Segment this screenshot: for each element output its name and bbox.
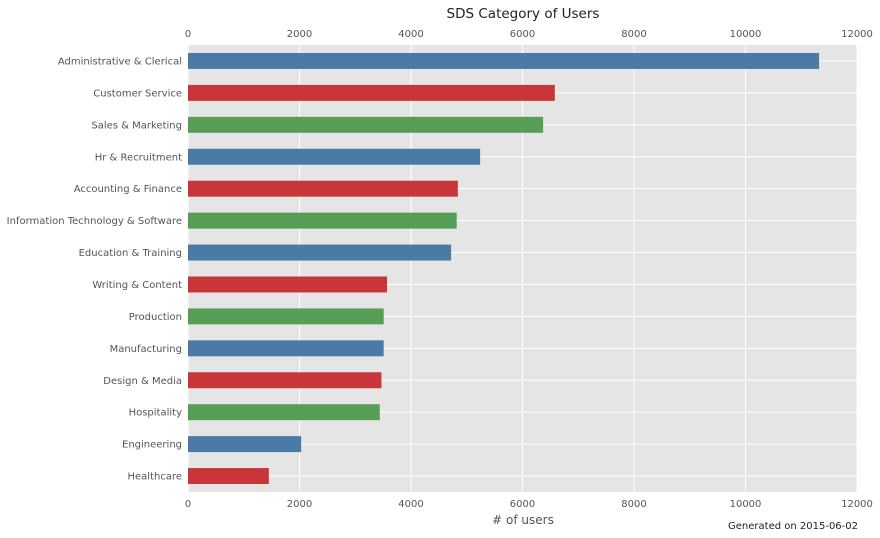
x-tick-label: 6000 [510, 29, 535, 40]
x-tick-labels-top: 0 2000 4000 6000 8000 10000 12000 [185, 29, 873, 40]
x-tick-label: 8000 [621, 499, 646, 510]
x-tick-label: 10000 [730, 29, 762, 40]
category-label: Production [129, 312, 182, 323]
generated-date-note: Generated on 2015-06-02 [728, 521, 858, 532]
x-tick-labels-bottom: 0 2000 4000 6000 8000 10000 12000 [185, 499, 873, 510]
bar [188, 84, 555, 101]
bar [188, 372, 382, 389]
x-tick-label: 6000 [510, 499, 535, 510]
category-label: Engineering [122, 440, 182, 451]
x-tick-label: 0 [185, 29, 191, 40]
category-label: Healthcare [127, 472, 182, 483]
category-label: Customer Service [93, 88, 182, 99]
bar [188, 244, 452, 261]
category-label: Sales & Marketing [91, 120, 182, 131]
category-label: Writing & Content [92, 280, 182, 291]
bar [188, 52, 820, 69]
x-tick-label: 2000 [287, 499, 312, 510]
bar [188, 180, 458, 197]
category-label: Hr & Recruitment [95, 152, 182, 163]
bar [188, 148, 481, 165]
bar [188, 436, 302, 453]
category-label: Design & Media [103, 376, 182, 387]
x-tick-label: 4000 [398, 29, 423, 40]
category-labels: Administrative & Clerical Customer Servic… [7, 56, 182, 482]
x-axis-label: # of users [492, 513, 554, 527]
bar [188, 340, 384, 357]
x-tick-label: 8000 [621, 29, 646, 40]
bar [188, 404, 380, 421]
category-label: Manufacturing [110, 344, 182, 355]
x-tick-label: 0 [185, 499, 191, 510]
category-label: Education & Training [79, 248, 182, 259]
bars [188, 52, 820, 485]
bar [188, 116, 544, 133]
x-tick-label: 4000 [398, 499, 423, 510]
x-tick-label: 10000 [730, 499, 762, 510]
x-tick-label: 2000 [287, 29, 312, 40]
category-label: Information Technology & Software [7, 216, 182, 227]
bar [188, 276, 388, 293]
category-label: Hospitality [129, 408, 183, 419]
bar [188, 308, 384, 325]
category-label: Administrative & Clerical [58, 56, 182, 67]
x-tick-label: 12000 [841, 499, 873, 510]
bar [188, 468, 269, 485]
category-label: Accounting & Finance [74, 184, 182, 195]
x-tick-label: 12000 [841, 29, 873, 40]
bar [188, 212, 457, 229]
chart-title: SDS Category of Users [447, 6, 600, 22]
